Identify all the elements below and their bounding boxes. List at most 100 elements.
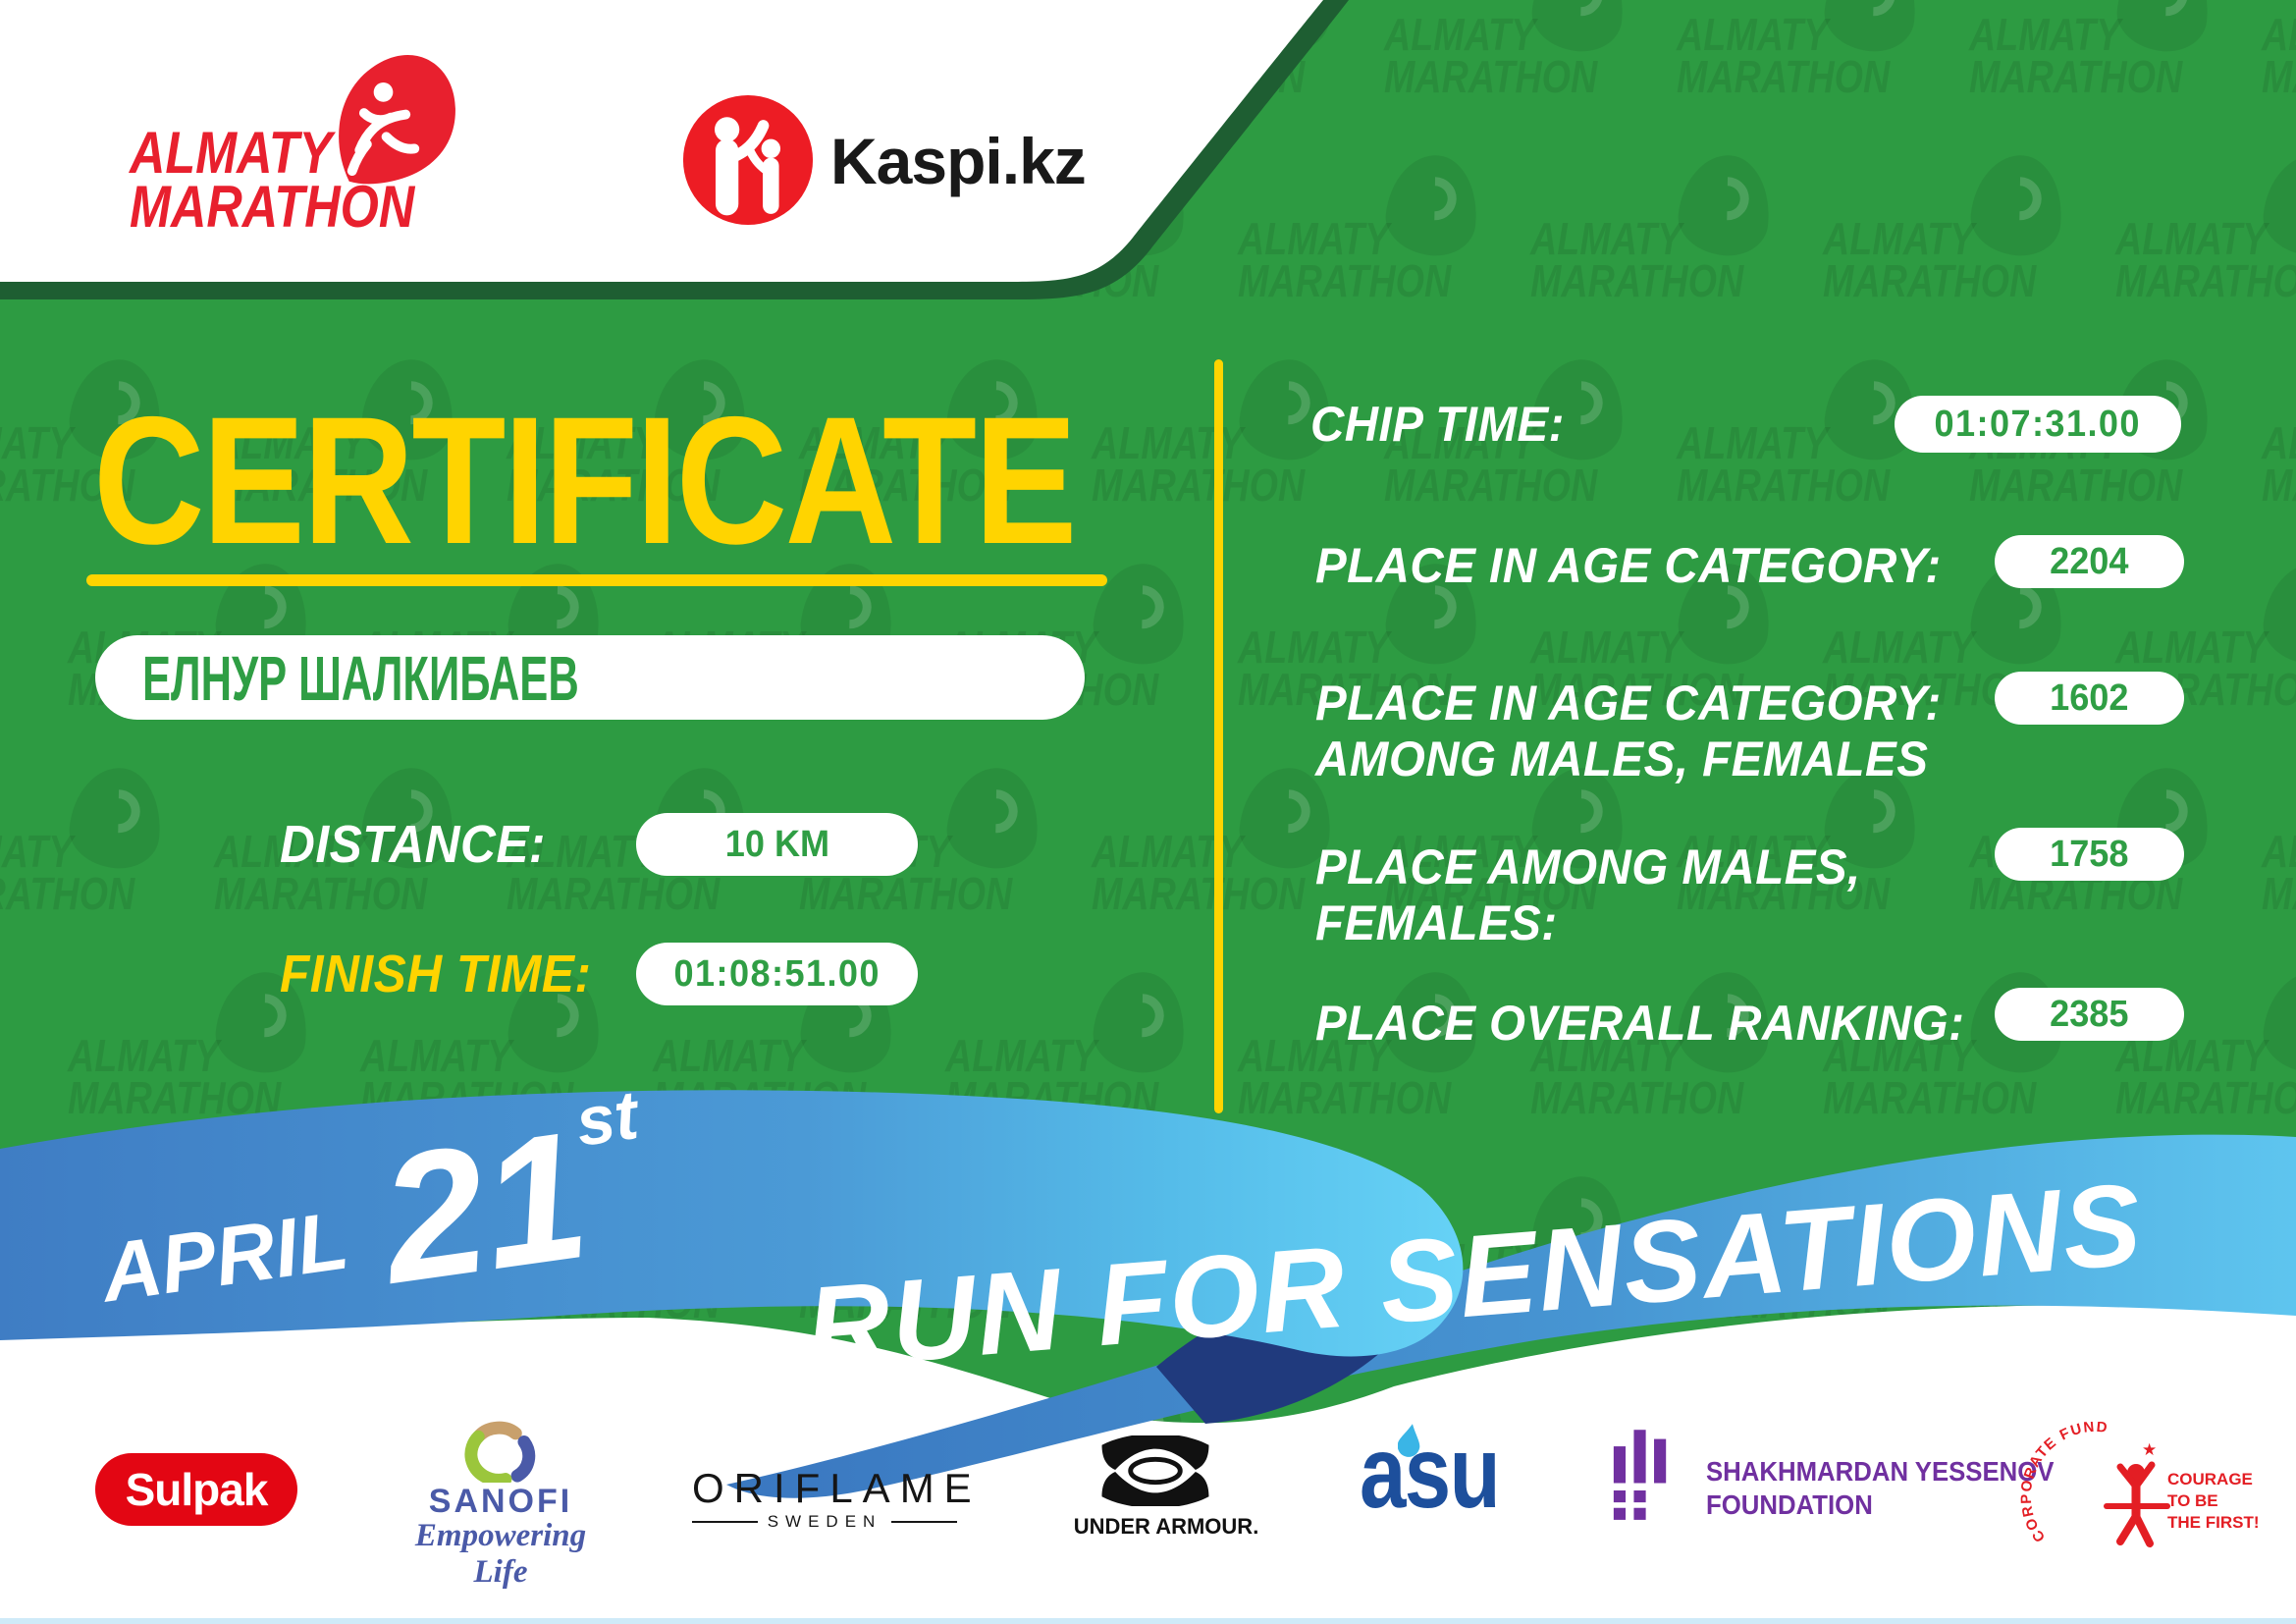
runner-name: ЕЛНУР ШАЛКИБАЕВ [142,643,579,714]
watermark-drop-icon [1381,150,1483,260]
watermark-drop-icon [1089,150,1191,260]
corporate-text-line3: THE FIRST! [2167,1513,2260,1532]
runner-name-field: ЕЛНУР ШАЛКИБАЕВ [95,635,1085,720]
watermark-drop-icon [942,763,1044,873]
sanofi-tagline: Empowering Life [414,1518,587,1590]
watermark-drop-icon [1089,967,1191,1077]
yessenov-line2: FOUNDATION [1706,1489,1873,1520]
title-underline [86,574,1107,586]
place-age-category-label: PLACE IN AGE CATEGORY: [1315,538,1942,593]
place-age-among-value-pill: 1602 [1995,672,2184,725]
under-armour-wordmark: UNDER ARMOUR. [1073,1514,1259,1539]
watermark-drop-icon [942,1171,1044,1281]
watermark-drop-icon [65,0,167,56]
place-age-among-value: 1602 [2050,677,2129,719]
watermark-drop-icon [2259,559,2296,669]
watermark-drop-icon [2112,0,2215,56]
results-divider-line [1214,359,1223,1113]
watermark-drop-icon [1674,150,1776,260]
place-among-value-pill: 1758 [1995,828,2184,881]
asu-drop-icon [1398,1424,1420,1457]
place-age-category-value: 2204 [2050,540,2129,582]
corporate-arc-text: CORPORATE FUND [2020,1422,2108,1545]
place-overall-value-pill: 2385 [1995,988,2184,1041]
watermark-drop-icon [1820,1171,1922,1281]
watermark-drop-icon [2259,150,2296,260]
watermark-drop-icon [796,1376,898,1453]
sanofi-icon [464,1421,536,1483]
watermark-drop-icon [65,1171,167,1281]
watermark-drop-icon [357,1171,459,1281]
oriflame-sweden-row: SWEDEN [692,1512,957,1532]
finish-time-label: FINISH TIME: [280,945,592,1003]
watermark-drop-icon [1674,1376,1776,1453]
distance-value: 10 KM [724,823,829,865]
watermark-drop-icon [1527,0,1629,56]
chip-time-value: 01:07:31.00 [1934,403,2142,445]
corporate-text-line1: COURAGE [2167,1470,2253,1489]
almaty-wordmark-line2: MARATHON [130,174,415,241]
asu-wordmark: asu [1360,1416,1501,1530]
watermark-drop-icon [1820,0,1922,56]
corporate-fund-logo: CORPORATE FUND ★ COURAGE TO BE THE FIRST… [2020,1422,2260,1547]
under-armour-icon [1101,1435,1209,1506]
finish-time-value-pill: 01:08:51.00 [636,943,918,1005]
place-age-category-value-pill: 2204 [1995,535,2184,588]
watermark-drop-icon [1527,1171,1629,1281]
bottom-accent-line [0,1618,2296,1624]
oriflame-wordmark: ORIFLAME [692,1465,982,1511]
corporate-star-icon: ★ [2142,1440,2157,1459]
watermark-drop-icon [504,150,606,260]
yessenov-wordmark: SHAKHMARDAN YESSENOV FOUNDATION [1706,1455,2055,1522]
distance-value-pill: 10 KM [636,813,918,876]
watermark-drop-icon [1966,150,2068,260]
kaspi-icon [682,94,814,226]
sponsor-sulpak: Sulpak [95,1453,297,1526]
place-overall-value: 2385 [2050,993,2129,1035]
place-among-value: 1758 [2050,833,2129,875]
distance-label: DISTANCE: [280,815,546,874]
corporate-text-line2: TO BE [2167,1491,2218,1510]
watermark-drop-icon [650,0,752,56]
place-overall-label: PLACE OVERALL RANKING: [1315,996,1965,1051]
watermark-drop-icon [650,1171,752,1281]
yessenov-icon [1613,1430,1667,1520]
